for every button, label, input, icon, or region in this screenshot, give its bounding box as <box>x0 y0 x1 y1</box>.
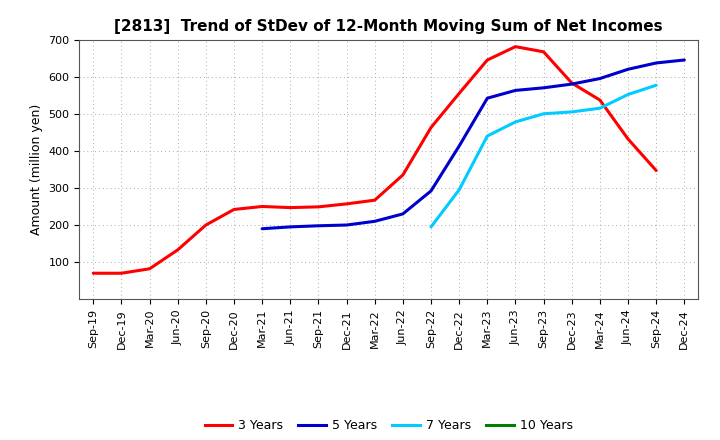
3 Years <box>314 204 323 209</box>
5 Years <box>511 88 520 93</box>
5 Years <box>342 222 351 227</box>
Line: 3 Years: 3 Years <box>94 47 656 273</box>
5 Years <box>370 219 379 224</box>
3 Years <box>230 207 238 212</box>
5 Years <box>399 211 408 216</box>
Legend: 3 Years, 5 Years, 7 Years, 10 Years: 3 Years, 5 Years, 7 Years, 10 Years <box>199 414 578 437</box>
5 Years <box>286 224 294 230</box>
3 Years <box>539 49 548 55</box>
Y-axis label: Amount (million yen): Amount (million yen) <box>30 104 42 235</box>
3 Years <box>483 57 492 62</box>
3 Years <box>89 271 98 276</box>
5 Years <box>539 85 548 91</box>
Title: [2813]  Trend of StDev of 12-Month Moving Sum of Net Incomes: [2813] Trend of StDev of 12-Month Moving… <box>114 19 663 34</box>
3 Years <box>399 172 408 178</box>
7 Years <box>595 106 604 111</box>
5 Years <box>624 66 632 72</box>
Line: 7 Years: 7 Years <box>431 85 656 227</box>
3 Years <box>286 205 294 210</box>
3 Years <box>370 198 379 203</box>
5 Years <box>652 60 660 66</box>
3 Years <box>455 91 464 96</box>
7 Years <box>652 83 660 88</box>
3 Years <box>117 271 126 276</box>
3 Years <box>427 125 436 130</box>
5 Years <box>455 143 464 149</box>
7 Years <box>567 109 576 114</box>
3 Years <box>595 97 604 103</box>
3 Years <box>567 81 576 86</box>
3 Years <box>258 204 266 209</box>
5 Years <box>427 188 436 194</box>
5 Years <box>258 226 266 231</box>
5 Years <box>595 76 604 81</box>
5 Years <box>680 57 688 62</box>
3 Years <box>511 44 520 49</box>
5 Years <box>483 95 492 101</box>
5 Years <box>567 81 576 87</box>
5 Years <box>314 223 323 228</box>
3 Years <box>145 266 154 271</box>
7 Years <box>511 119 520 125</box>
3 Years <box>174 247 182 253</box>
7 Years <box>455 187 464 192</box>
7 Years <box>483 133 492 139</box>
3 Years <box>202 222 210 227</box>
7 Years <box>539 111 548 117</box>
3 Years <box>624 136 632 142</box>
Line: 5 Years: 5 Years <box>262 60 684 229</box>
3 Years <box>652 168 660 173</box>
7 Years <box>427 224 436 230</box>
7 Years <box>624 92 632 97</box>
3 Years <box>342 201 351 206</box>
